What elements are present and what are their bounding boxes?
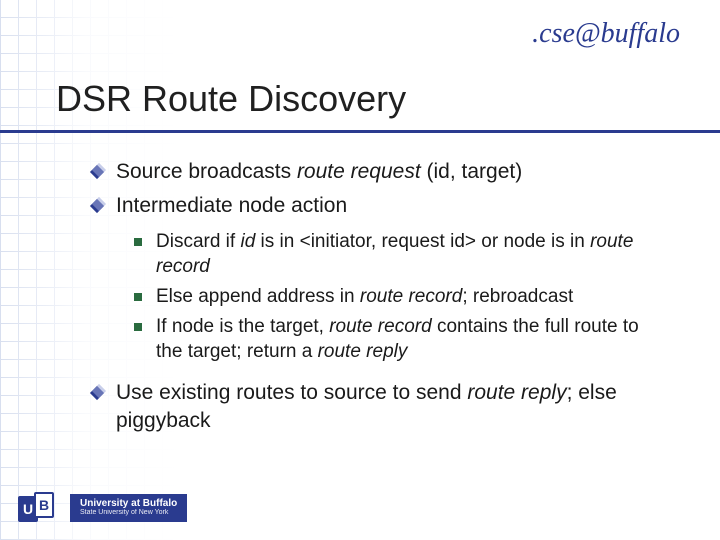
diamond-bullet-icon [90, 165, 104, 179]
ub-wordmark: University at Buffalo State University o… [70, 494, 187, 523]
bullet-text: If node is the target, route record cont… [156, 314, 670, 365]
ub-interlock-logo: U B [18, 492, 60, 524]
title-underline [0, 130, 720, 133]
footer-line1: University at Buffalo [80, 499, 177, 510]
square-bullet-icon [134, 323, 142, 331]
bullet-level2: Else append address in route record; reb… [134, 284, 670, 310]
square-bullet-icon [134, 293, 142, 301]
diamond-bullet-icon [90, 386, 104, 400]
sub-bullet-group: Discard if id is in <initiator, request … [134, 229, 670, 365]
bullet-level2: Discard if id is in <initiator, request … [134, 229, 670, 280]
bullet-level1: Intermediate node action [90, 192, 670, 220]
page-title: DSR Route Discovery [56, 78, 406, 120]
bullet-text: Source broadcasts route request (id, tar… [116, 158, 522, 186]
bullet-level1: Use existing routes to source to send ro… [90, 379, 670, 436]
square-bullet-icon [134, 238, 142, 246]
bullet-level1: Source broadcasts route request (id, tar… [90, 158, 670, 186]
brand-text: .cse@buffalo [532, 18, 680, 50]
bullet-level2: If node is the target, route record cont… [134, 314, 670, 365]
bullet-text: Intermediate node action [116, 192, 347, 220]
ub-letter-b: B [34, 492, 54, 518]
diamond-bullet-icon [90, 199, 104, 213]
bullet-text: Else append address in route record; reb… [156, 284, 573, 310]
bullet-text: Use existing routes to source to send ro… [116, 379, 670, 436]
bullet-text: Discard if id is in <initiator, request … [156, 229, 670, 280]
footer-logo-group: U B University at Buffalo State Universi… [18, 492, 187, 524]
footer-line2: State University of New York [80, 509, 177, 516]
slide-body: Source broadcasts route request (id, tar… [90, 158, 670, 442]
